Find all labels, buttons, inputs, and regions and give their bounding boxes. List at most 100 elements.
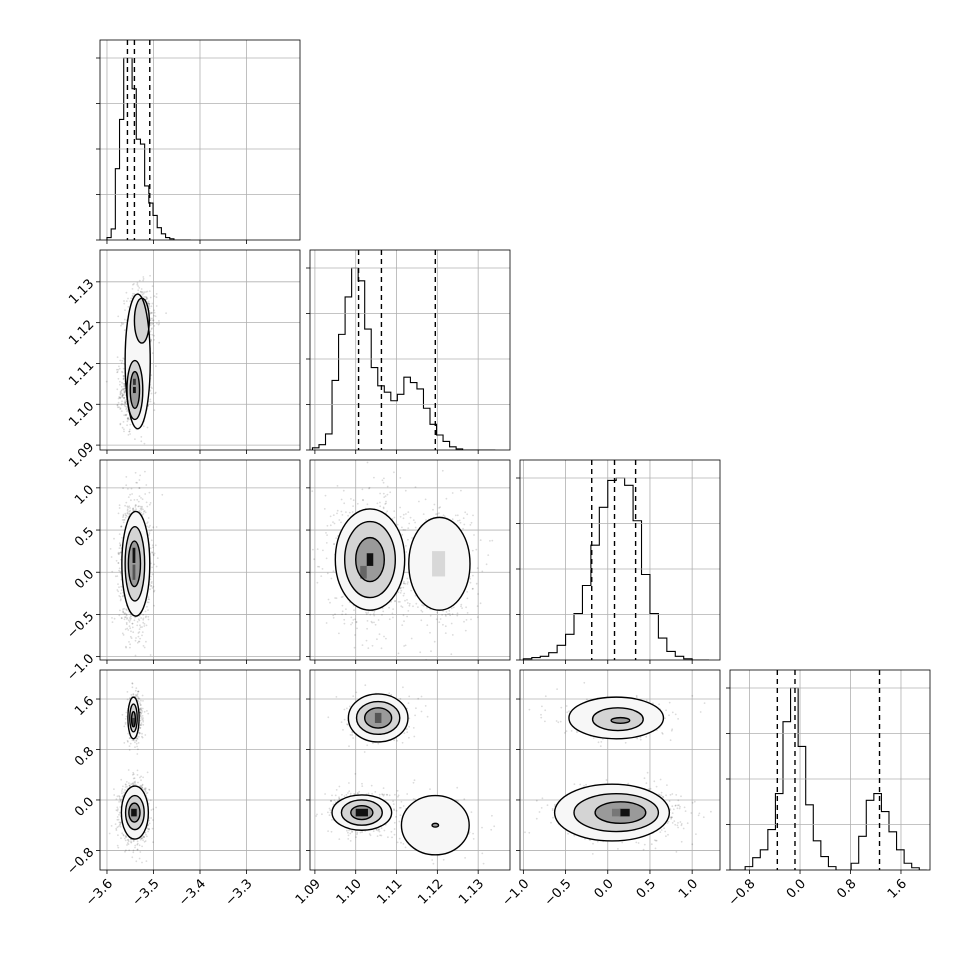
- scatter-point: [131, 783, 134, 785]
- scatter-point: [151, 387, 153, 390]
- scatter-point: [340, 510, 343, 513]
- scatter-point: [136, 753, 139, 755]
- scatter-point: [123, 384, 126, 387]
- scatter-point: [123, 742, 126, 744]
- scatter-point: [153, 552, 156, 555]
- scatter-point: [138, 707, 141, 710]
- scatter-point: [150, 386, 152, 389]
- scatter-point: [126, 617, 129, 619]
- scatter-point: [151, 302, 154, 305]
- scatter-point: [142, 278, 145, 280]
- scatter-point: [136, 738, 139, 740]
- scatter-point: [153, 402, 156, 404]
- scatter-point: [351, 622, 354, 624]
- scatter-point: [123, 401, 126, 403]
- scatter-point: [121, 359, 124, 362]
- scatter-point: [340, 596, 343, 599]
- scatter-point: [125, 781, 128, 783]
- scatter-point: [146, 791, 149, 794]
- scatter-point: [128, 513, 131, 515]
- y-tick-label: 0.0: [72, 567, 97, 592]
- scatter-point: [140, 837, 143, 840]
- scatter-point: [125, 406, 128, 408]
- panel-frame: [519, 459, 721, 661]
- scatter-point: [137, 618, 140, 620]
- scatter-point: [148, 526, 150, 529]
- scatter-point: [128, 737, 131, 739]
- scatter-point: [119, 423, 122, 426]
- scatter-panel-0-1: 1.091.101.111.121.13: [66, 249, 301, 471]
- scatter-point: [122, 487, 124, 490]
- scatter-point: [118, 569, 120, 572]
- scatter-point: [136, 621, 139, 623]
- scatter-point: [137, 697, 140, 700]
- scatter-point: [154, 392, 157, 395]
- scatter-point: [334, 597, 336, 599]
- scatter-point: [141, 661, 143, 663]
- scatter-point: [125, 646, 127, 649]
- scatter-point: [137, 700, 140, 703]
- scatter-point: [134, 844, 137, 847]
- scatter-point: [149, 296, 152, 299]
- scatter-point: [140, 707, 143, 709]
- scatter-point: [140, 715, 142, 717]
- scatter-point: [142, 621, 145, 624]
- scatter-point: [143, 623, 146, 625]
- scatter-point: [125, 613, 128, 616]
- scatter-point: [141, 634, 143, 637]
- scatter-point: [110, 556, 113, 558]
- scatter-point: [135, 504, 137, 507]
- scatter-point: [152, 553, 155, 556]
- scatter-point: [150, 339, 153, 342]
- scatter-point: [316, 581, 319, 584]
- scatter-point: [137, 690, 140, 693]
- scatter-point: [118, 553, 120, 556]
- scatter-point: [143, 787, 146, 790]
- scatter-point: [147, 302, 150, 305]
- scatter-point: [149, 274, 152, 277]
- scatter-point: [152, 322, 155, 325]
- scatter-point: [117, 397, 120, 400]
- scatter-point: [140, 717, 143, 719]
- y-tick-label: 1.11: [66, 358, 97, 389]
- scatter-point: [122, 378, 125, 381]
- scatter-point: [410, 637, 413, 640]
- scatter-point: [125, 608, 127, 611]
- scatter-point: [155, 806, 158, 809]
- scatter-point: [139, 784, 142, 787]
- scatter-point: [129, 507, 131, 509]
- scatter-point: [333, 522, 336, 525]
- scatter-point: [121, 536, 123, 539]
- scatter-point: [126, 618, 128, 620]
- scatter-point: [118, 797, 121, 800]
- scatter-point: [356, 627, 358, 630]
- scatter-point: [124, 402, 127, 404]
- scatter-point: [408, 522, 411, 525]
- scatter-point: [139, 290, 142, 293]
- scatter-point: [137, 690, 139, 693]
- scatter-point: [376, 638, 378, 641]
- scatter-point: [138, 279, 141, 282]
- scatter-point: [153, 309, 156, 312]
- scatter-point: [138, 287, 141, 289]
- scatter-point: [151, 573, 154, 576]
- scatter-point: [147, 601, 150, 604]
- scatter-point: [385, 637, 387, 640]
- scatter-point: [316, 548, 319, 550]
- scatter-point: [150, 529, 153, 532]
- scatter-point: [326, 572, 329, 575]
- scatter-point: [121, 371, 124, 374]
- scatter-point: [136, 737, 138, 740]
- scatter-point: [121, 396, 123, 399]
- scatter-point: [145, 860, 148, 862]
- scatter-point: [399, 586, 402, 589]
- scatter-point: [150, 305, 153, 308]
- scatter-point: [341, 604, 344, 607]
- scatter-point: [146, 835, 148, 838]
- scatter-point: [345, 608, 347, 610]
- scatter-point: [144, 789, 146, 791]
- scatter-point: [127, 488, 129, 490]
- scatter-point: [142, 279, 145, 282]
- scatter-point: [142, 512, 145, 515]
- scatter-point: [129, 300, 132, 302]
